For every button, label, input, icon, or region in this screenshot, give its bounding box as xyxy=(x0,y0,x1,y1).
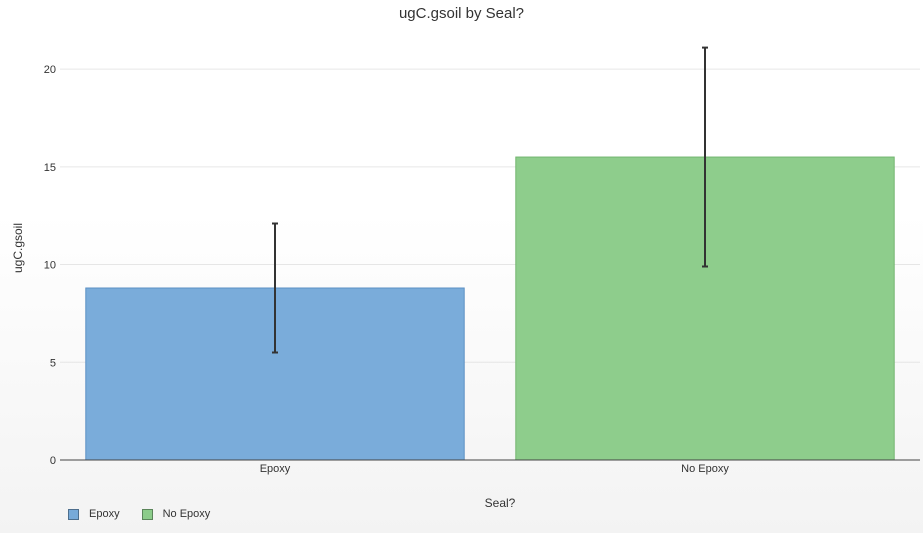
legend: Epoxy No Epoxy xyxy=(68,508,210,520)
legend-label-no-epoxy: No Epoxy xyxy=(162,508,211,520)
legend-swatch-no-epoxy xyxy=(141,508,153,520)
y-tick-label: 5 xyxy=(50,357,56,369)
error-bar-epoxy xyxy=(272,222,278,354)
legend-item-no-epoxy[interactable]: No Epoxy xyxy=(141,508,211,520)
legend-label-epoxy: Epoxy xyxy=(89,508,120,520)
chart-title: ugC.gsoil by Seal? xyxy=(398,5,525,22)
x-axis-title: Seal? xyxy=(485,496,516,510)
y-tick-label: 15 xyxy=(44,162,56,174)
y-axis-title: ugC.gsoil xyxy=(11,223,25,273)
error-bars xyxy=(272,46,708,354)
x-tick-label: No Epoxy xyxy=(681,463,729,475)
y-tick-label: 0 xyxy=(50,455,56,467)
bars xyxy=(85,156,895,461)
x-tick-label: Epoxy xyxy=(260,463,291,475)
legend-item-epoxy[interactable]: Epoxy xyxy=(68,508,120,520)
legend-swatch-epoxy xyxy=(68,508,79,520)
y-tick-label: 10 xyxy=(44,260,56,272)
error-bar-no-epoxy xyxy=(702,46,708,268)
y-tick-label: 20 xyxy=(44,64,56,76)
y-tick-labels: 0 5 10 15 20 xyxy=(44,64,56,467)
x-tick-labels: Epoxy No Epoxy xyxy=(260,463,730,475)
